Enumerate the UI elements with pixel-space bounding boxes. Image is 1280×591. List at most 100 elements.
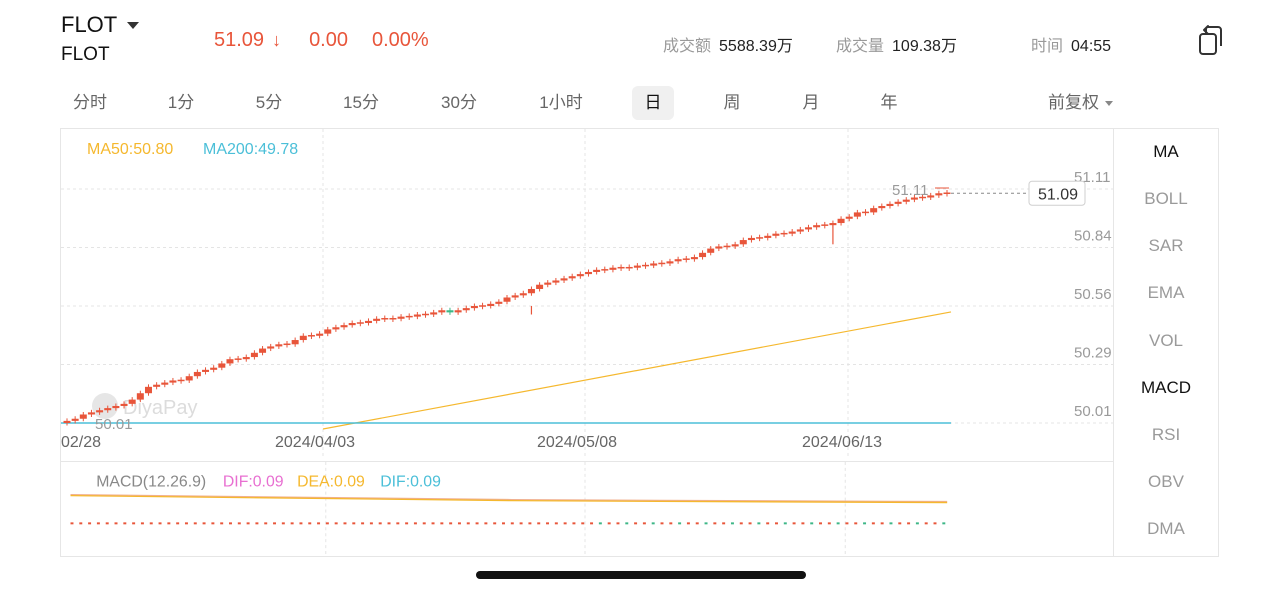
indicator-macd[interactable]: MACD bbox=[1140, 378, 1192, 397]
indicator-rsi[interactable]: RSI bbox=[1151, 425, 1181, 444]
macd-bar bbox=[933, 522, 937, 525]
symbol-selector[interactable]: FLOT bbox=[61, 12, 140, 38]
candle bbox=[462, 308, 470, 311]
volume-stat: 成交量 109.38万 bbox=[836, 32, 957, 56]
candle bbox=[845, 216, 853, 219]
macd-bar bbox=[775, 522, 778, 525]
x-tick-label: 2024/04/03 bbox=[275, 434, 355, 451]
macd-bar bbox=[176, 522, 180, 525]
candle bbox=[666, 261, 674, 264]
macd-bar bbox=[413, 522, 417, 525]
symbol-subtitle: FLOT bbox=[61, 44, 110, 65]
macd-bar bbox=[158, 522, 162, 525]
time-label: 时间 bbox=[1031, 38, 1064, 55]
macd-bar bbox=[713, 522, 717, 525]
price-change-pct: 0.00% bbox=[372, 29, 429, 51]
candle bbox=[250, 352, 258, 358]
candle bbox=[438, 310, 446, 313]
macd-bar bbox=[766, 522, 770, 525]
macd-bar bbox=[325, 522, 329, 525]
macd-bar bbox=[607, 522, 611, 525]
candle bbox=[479, 305, 487, 307]
macd-bar bbox=[502, 522, 505, 525]
macd-bar bbox=[140, 522, 144, 525]
macd-bar bbox=[457, 522, 461, 525]
candle bbox=[617, 266, 625, 269]
candle bbox=[853, 212, 861, 217]
tab-period-7[interactable]: 周 bbox=[723, 93, 741, 112]
macd-bar bbox=[590, 522, 594, 525]
share-button[interactable] bbox=[1196, 24, 1226, 56]
macd-bar bbox=[880, 522, 884, 525]
macd-bar bbox=[642, 522, 646, 525]
indicator-obv[interactable]: OBV bbox=[1148, 472, 1184, 491]
indicator-boll[interactable]: BOLL bbox=[1144, 189, 1188, 208]
candle bbox=[430, 312, 438, 315]
candle bbox=[495, 301, 503, 304]
indicator-ema[interactable]: EMA bbox=[1147, 283, 1185, 302]
candle bbox=[364, 320, 372, 324]
candle bbox=[87, 412, 95, 415]
macd-bar bbox=[246, 522, 250, 525]
indicator-ma[interactable]: MA bbox=[1153, 142, 1179, 161]
macd-bar bbox=[484, 522, 488, 525]
candle bbox=[690, 257, 698, 260]
macd-bar bbox=[211, 522, 215, 525]
macd-bar bbox=[739, 522, 743, 525]
macd-bar bbox=[132, 522, 136, 525]
home-indicator[interactable] bbox=[476, 571, 806, 579]
macd-bar bbox=[440, 522, 444, 525]
candle bbox=[919, 196, 927, 199]
tab-period-1[interactable]: 1分 bbox=[167, 93, 195, 112]
price-change: 0.00 bbox=[309, 29, 348, 51]
tab-period-6[interactable]: 日 bbox=[632, 86, 674, 120]
macd-bar bbox=[352, 522, 356, 525]
tab-period-5[interactable]: 1小时 bbox=[539, 93, 583, 112]
candle bbox=[862, 211, 870, 214]
indicator-sar[interactable]: SAR bbox=[1148, 236, 1184, 255]
candle bbox=[764, 235, 772, 238]
legend-ma50: MA50:50.80 bbox=[87, 141, 173, 158]
macd-label: MACD(12.26.9) bbox=[96, 474, 206, 491]
tab-period-8[interactable]: 月 bbox=[802, 93, 820, 112]
candle bbox=[128, 399, 136, 404]
candle bbox=[161, 382, 169, 385]
tab-period-9[interactable]: 年 bbox=[880, 93, 898, 112]
share-icon bbox=[1199, 25, 1222, 55]
candle bbox=[413, 314, 421, 317]
candle bbox=[633, 265, 641, 268]
tab-period-4[interactable]: 30分 bbox=[441, 93, 477, 112]
candle bbox=[584, 271, 592, 275]
candle bbox=[723, 245, 731, 248]
macd-bar bbox=[317, 522, 321, 525]
macd-bar bbox=[616, 522, 620, 525]
chevron-down-icon bbox=[127, 21, 140, 29]
candle bbox=[373, 318, 381, 321]
y-tick-label: 50.29 bbox=[1074, 345, 1112, 362]
candle bbox=[927, 195, 935, 198]
candle bbox=[813, 225, 821, 228]
macd-bar bbox=[686, 522, 690, 525]
candle bbox=[593, 269, 601, 272]
chart-frame bbox=[60, 128, 1219, 557]
candle bbox=[576, 274, 584, 277]
adjust-dropdown[interactable]: 前复权 bbox=[1048, 86, 1113, 120]
macd-bar bbox=[907, 522, 911, 525]
candle bbox=[878, 206, 886, 209]
macd-bar bbox=[369, 522, 373, 525]
macd-chart[interactable]: MACD(12.26.9) DIF:0.09 DEA:0.09 DIF:0.09 bbox=[61, 461, 1113, 556]
macd-bar bbox=[678, 522, 682, 525]
indicator-dma[interactable]: DMA bbox=[1147, 519, 1185, 538]
arrow-down-icon: ↓ bbox=[272, 30, 282, 50]
candle bbox=[487, 303, 495, 306]
tab-period-0[interactable]: 分时 bbox=[73, 93, 107, 112]
candle bbox=[136, 393, 144, 400]
macd-bar bbox=[475, 522, 479, 525]
candle bbox=[715, 246, 723, 249]
macd-bar bbox=[537, 522, 541, 525]
indicator-vol[interactable]: VOL bbox=[1148, 331, 1184, 350]
tab-period-3[interactable]: 15分 bbox=[343, 93, 379, 112]
tab-period-2[interactable]: 5分 bbox=[255, 93, 283, 112]
candle bbox=[821, 224, 829, 226]
